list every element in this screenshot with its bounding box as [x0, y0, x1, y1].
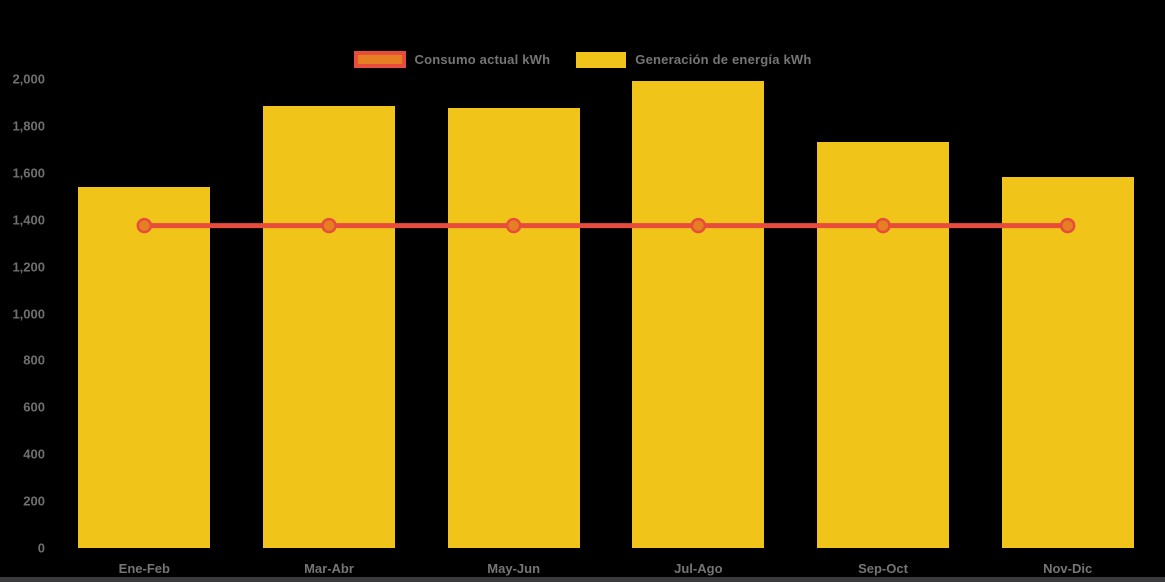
- line-point-Sep-Oct[interactable]: [875, 217, 891, 234]
- line-point-Mar-Abr[interactable]: [321, 217, 337, 234]
- x-label-Jul-Ago: Jul-Ago: [674, 561, 723, 576]
- legend-item-consumo[interactable]: Consumo actual kWh: [353, 51, 551, 68]
- y-tick-label-800: 800: [23, 352, 45, 368]
- bar-Mar-Abr[interactable]: [263, 105, 395, 548]
- x-label-Sep-Oct: Sep-Oct: [858, 561, 908, 576]
- bar-Ene-Feb[interactable]: [78, 186, 211, 548]
- y-tick-label-200: 200: [23, 493, 45, 509]
- y-tick-label-400: 400: [23, 446, 45, 462]
- bar-Jul-Ago[interactable]: [632, 81, 765, 548]
- x-label-May-Jun: May-Jun: [487, 561, 541, 576]
- bottom-edge-strip: [0, 577, 1165, 582]
- y-tick-label-1000: 1,000: [12, 306, 45, 321]
- x-label-Mar-Abr: Mar-Abr: [304, 561, 354, 576]
- bar-Nov-Dic[interactable]: [1001, 177, 1134, 548]
- y-tick-label-1800: 1,800: [12, 118, 45, 134]
- legend-label-generacion: Generación de energía kWh: [635, 52, 812, 67]
- y-tick-label-600: 600: [23, 399, 45, 415]
- line-point-Ene-Feb[interactable]: [136, 217, 153, 234]
- y-tick-label-1200: 1,200: [12, 259, 45, 275]
- bar-May-Jun[interactable]: [447, 108, 580, 548]
- bar-Sep-Oct[interactable]: [817, 142, 949, 548]
- x-label-Nov-Dic: Nov-Dic: [1043, 561, 1093, 576]
- line-point-Jul-Ago[interactable]: [690, 217, 707, 234]
- y-tick-label-1600: 1,600: [12, 165, 45, 181]
- x-label-Ene-Feb: Ene-Feb: [118, 561, 170, 576]
- y-tick-label-1400: 1,400: [12, 212, 45, 228]
- legend-item-generacion[interactable]: Generación de energía kWh: [576, 51, 812, 68]
- line-point-May-Jun[interactable]: [505, 217, 522, 234]
- legend-swatch-generacion: [576, 51, 627, 68]
- legend-label-consumo: Consumo actual kWh: [414, 52, 551, 67]
- y-tick-label-0: 0: [37, 540, 45, 556]
- chart-legend: Consumo actual kWh Generación de energía…: [0, 51, 1165, 68]
- line-point-Nov-Dic[interactable]: [1059, 217, 1076, 234]
- legend-swatch-consumo: [353, 51, 406, 68]
- y-tick-label-2000: 2,000: [12, 71, 45, 87]
